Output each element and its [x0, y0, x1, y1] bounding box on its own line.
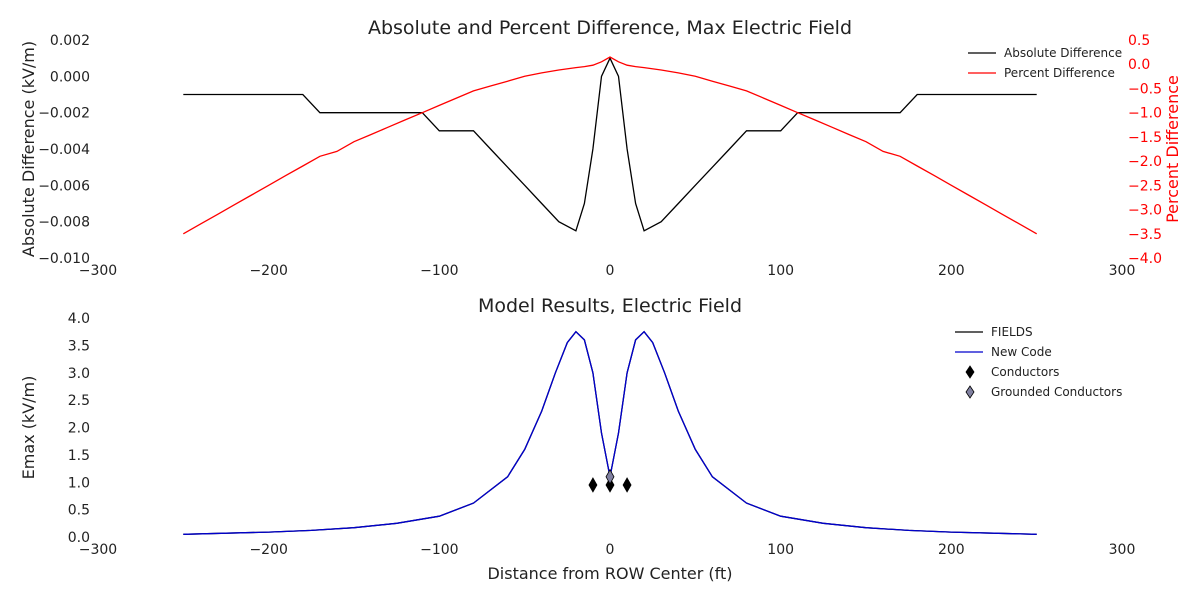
x-tick-label: 0 [606, 542, 615, 558]
chart-title: Model Results, Electric Field [478, 295, 742, 317]
y-tick-label: 0.0 [68, 530, 90, 546]
x-tick-label: −200 [249, 542, 287, 558]
y2-tick-label: −2.0 [1128, 154, 1162, 170]
y-tick-label: −0.010 [38, 251, 90, 267]
y2-tick-label: −1.0 [1128, 106, 1162, 122]
x-tick-label: 300 [1109, 542, 1136, 558]
legend-label: Percent Difference [1004, 66, 1115, 80]
x-tick-label: 200 [938, 542, 965, 558]
x-tick-label: −100 [420, 263, 458, 279]
x-tick-label: −300 [79, 263, 117, 279]
x-axis-label: Distance from ROW Center (ft) [487, 564, 732, 583]
legend-marker [965, 365, 975, 379]
marker-conductors [605, 477, 615, 493]
y2-tick-label: −0.5 [1128, 81, 1162, 97]
marker-grounded-conductors [605, 468, 615, 485]
chart-title: Absolute and Percent Difference, Max Ele… [368, 17, 852, 39]
y2-axis-label: Percent Difference [1163, 75, 1182, 223]
y-tick-label: −0.008 [38, 215, 90, 231]
y2-tick-label: −3.0 [1128, 203, 1162, 219]
top-chart: Absolute and Percent Difference, Max Ele… [19, 17, 1182, 279]
y2-tick-label: −1.5 [1128, 130, 1162, 146]
x-tick-label: 100 [767, 542, 794, 558]
legend-label: New Code [991, 345, 1052, 359]
y-tick-label: −0.002 [38, 106, 90, 122]
y-axis-label: Absolute Difference (kV/m) [19, 41, 38, 257]
series-line-new-code [183, 330, 1037, 535]
y-axis-label: Emax (kV/m) [19, 376, 38, 480]
x-tick-label: −100 [420, 542, 458, 558]
bottom-chart: Model Results, Electric Field −300 −200 −10… [19, 295, 1135, 583]
legend-label: Grounded Conductors [991, 385, 1122, 399]
y-tick-label: −0.006 [38, 178, 90, 194]
series-line-fields [183, 330, 1037, 535]
y-tick-label: 0.5 [68, 503, 90, 519]
series-line-percent-difference [182, 56, 1038, 235]
y2-tick-label: −4.0 [1128, 251, 1162, 267]
legend-label: Conductors [991, 365, 1059, 379]
x-tick-label: −200 [249, 263, 287, 279]
y-tick-label: 1.5 [68, 448, 90, 464]
series-line-absolute-difference [183, 56, 1037, 232]
y2-tick-label: 0.0 [1128, 57, 1150, 73]
y-tick-label: 0.002 [50, 33, 90, 49]
y-tick-label: 3.0 [68, 366, 90, 382]
marker-conductors [588, 477, 598, 493]
y-tick-label: 0.000 [50, 69, 90, 85]
y-tick-label: −0.004 [38, 142, 90, 158]
y-tick-label: 2.5 [68, 393, 90, 409]
x-tick-label: 300 [1109, 263, 1136, 279]
legend-label: FIELDS [991, 325, 1033, 339]
legend-label: Absolute Difference [1004, 46, 1122, 60]
marker-conductors [622, 477, 632, 493]
legend-marker [965, 385, 975, 399]
x-tick-label: 0 [606, 263, 615, 279]
y-tick-label: 1.0 [68, 475, 90, 491]
y2-tick-label: 0.5 [1128, 33, 1150, 49]
x-tick-label: −300 [79, 542, 117, 558]
y2-tick-label: −3.5 [1128, 227, 1162, 243]
x-tick-label: 200 [938, 263, 965, 279]
y-tick-label: 3.5 [68, 338, 90, 354]
y-tick-label: 4.0 [68, 311, 90, 327]
x-tick-label: 100 [767, 263, 794, 279]
y-tick-label: 2.0 [68, 421, 90, 437]
y2-tick-label: −2.5 [1128, 178, 1162, 194]
